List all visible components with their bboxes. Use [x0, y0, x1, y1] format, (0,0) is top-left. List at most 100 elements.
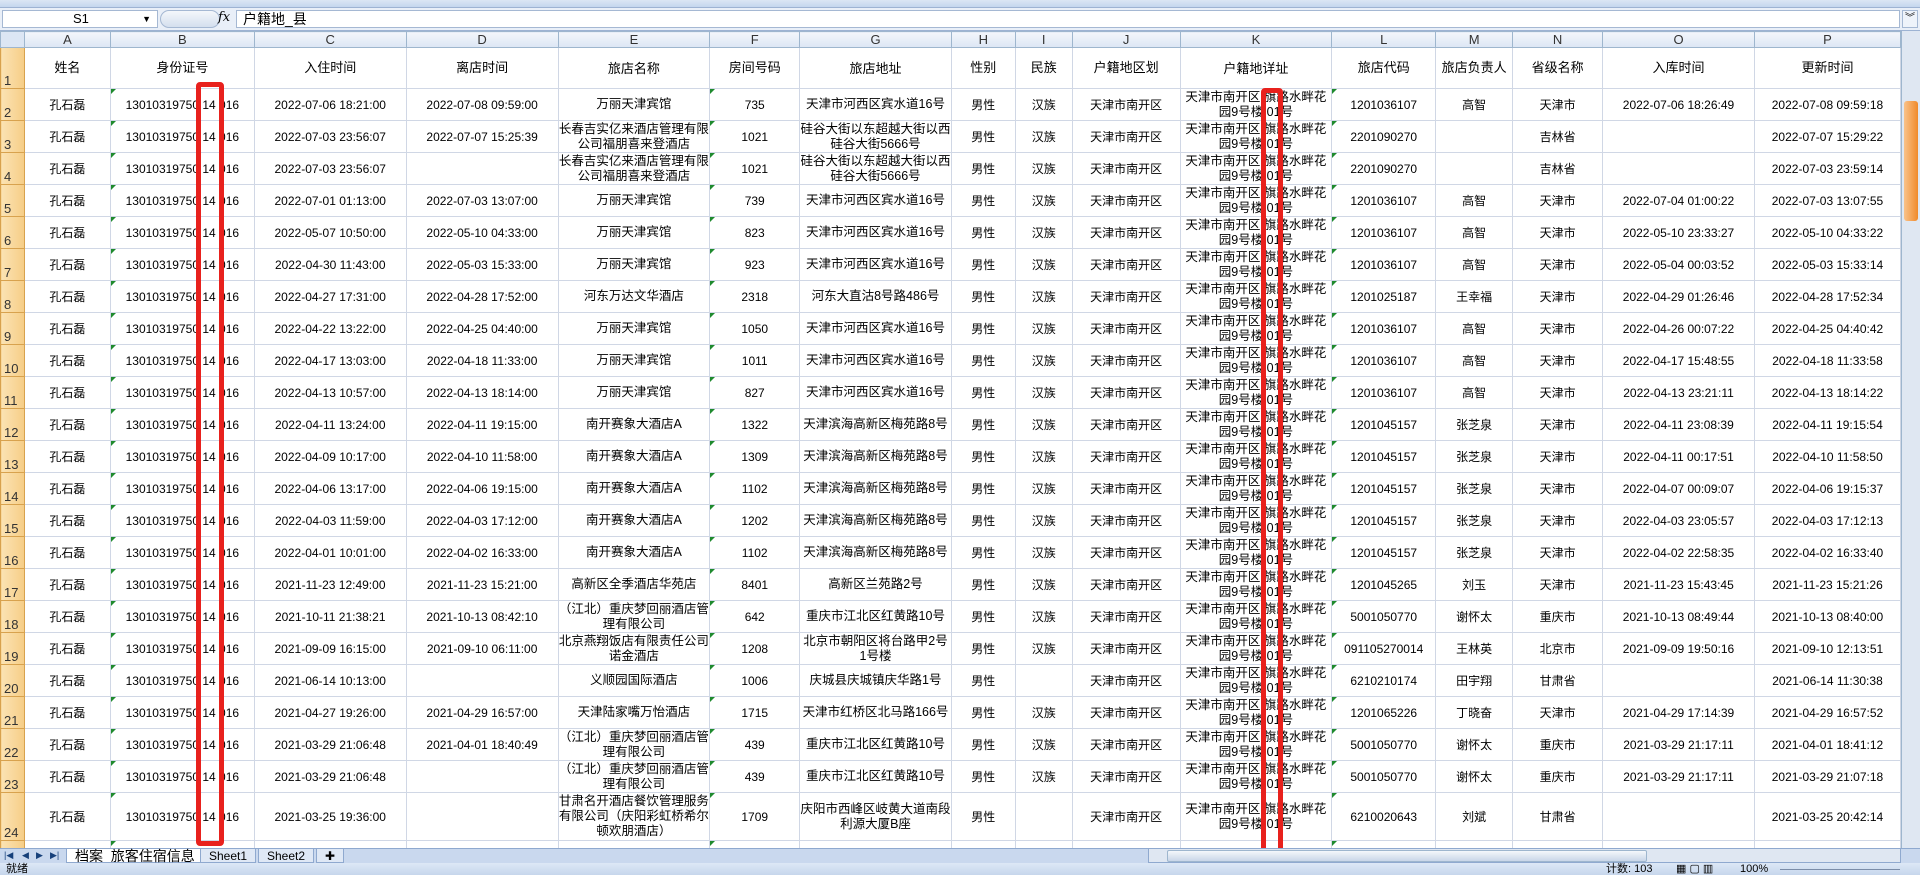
cell-import-time[interactable]: 2021-10-13 08:49:44 [1602, 600, 1755, 633]
column-header-D[interactable]: D [405, 31, 559, 48]
cell-checkin-time[interactable]: 2022-04-22 13:22:00 [253, 312, 407, 345]
cell-checkout-time[interactable]: 2022-04-03 17:12:00 [405, 504, 559, 537]
spreadsheet-grid[interactable]: A B C D E F G H I J K L M N O P 1 姓名 身份证号 入住时间 离店时间 旅店名称 房间号码旅… [0, 31, 1901, 848]
cell-household-address[interactable]: 天津市南开区 旗路水畔花园9号楼 01号 [1179, 344, 1333, 377]
cell-checkin-time[interactable]: 2022-04-06 13:17:00 [253, 472, 407, 505]
cell-hotel-address[interactable]: 天津滨海高新区梅苑路8号 [799, 472, 952, 505]
cell-household-district[interactable]: 天津市南开区 [1071, 88, 1181, 121]
cell-room-number[interactable]: 2318 [709, 280, 801, 313]
cell-checkout-time[interactable]: 2022-04-02 16:33:00 [405, 536, 559, 569]
cell-gender[interactable]: 男性 [950, 760, 1016, 793]
cell-hotel-address[interactable]: 天津市河西区宾水道16号 [799, 376, 952, 409]
cell-hotel-code[interactable] [1331, 840, 1437, 848]
cell-province[interactable]: 天津市 [1512, 248, 1604, 281]
cell-hotel-code[interactable]: 091105270014 [1331, 632, 1437, 665]
column-header-K[interactable]: K [1179, 31, 1333, 48]
cell-hotel-code[interactable]: 1201065226 [1331, 696, 1437, 729]
cell-checkin-time[interactable]: 2022-04-30 11:43:00 [253, 248, 407, 281]
cell-household-district[interactable]: 天津市南开区 [1071, 280, 1181, 313]
cell-id-number[interactable]: 13010319750 14 016 [109, 632, 255, 665]
cell-name[interactable]: 孔石磊 [23, 120, 111, 153]
cell-hotel-name[interactable]: 南开赛象大酒店A [557, 504, 711, 537]
cell-update-time[interactable]: 2022-04-11 19:15:54 [1753, 408, 1901, 441]
cell-checkout-time[interactable]: 2022-04-28 17:52:00 [405, 280, 559, 313]
cell-name[interactable]: 孔石磊 [23, 312, 111, 345]
cell-id-number[interactable]: 13010319750 14 016 [109, 728, 255, 761]
cell-id-number[interactable]: 13010319750 14 016 [109, 152, 255, 185]
cell-name[interactable]: 孔石磊 [23, 760, 111, 793]
cell-update-time[interactable]: 2022-04-18 11:33:58 [1753, 344, 1901, 377]
cell-ethnicity[interactable]: 汉族 [1014, 312, 1073, 345]
cell-name[interactable]: 孔石磊 [23, 504, 111, 537]
column-header-C[interactable]: C [253, 31, 407, 48]
cell-ethnicity[interactable]: 汉族 [1014, 760, 1073, 793]
cell-hotel-code[interactable]: 2201090270 [1331, 120, 1437, 153]
cell-household-district[interactable]: 天津市南开区 [1071, 408, 1181, 441]
cell-checkin-time[interactable]: 2021-10-11 21:38:21 [253, 600, 407, 633]
cell-name[interactable]: 孔石磊 [23, 152, 111, 185]
cell-gender[interactable]: 男性 [950, 344, 1016, 377]
first-sheet-icon[interactable]: |◀ [4, 850, 14, 860]
cell-update-time[interactable]: 2022-04-28 17:52:34 [1753, 280, 1901, 313]
cell-import-time[interactable]: 2022-04-13 23:21:11 [1602, 376, 1755, 409]
cell-gender[interactable]: 男性 [950, 184, 1016, 217]
cell-import-time[interactable]: 2022-04-07 00:09:07 [1602, 472, 1755, 505]
cell-province[interactable]: 天津市 [1512, 312, 1604, 345]
column-header-L[interactable]: L [1331, 31, 1437, 48]
cell-household-district[interactable]: 天津市南开区 [1071, 152, 1181, 185]
cell-id-number[interactable]: 13010319750 14 016 [109, 408, 255, 441]
cell-hotel-address[interactable]: 天津滨海高新区梅苑路8号 [799, 536, 952, 569]
cell-hotel-code[interactable]: 1201045157 [1331, 504, 1437, 537]
cell-checkin-time[interactable]: 2022-04-11 13:24:00 [253, 408, 407, 441]
cell-hotel-manager[interactable]: 张芝泉 [1435, 536, 1514, 569]
cell-hotel-manager[interactable] [1435, 120, 1514, 153]
cell-ethnicity[interactable]: 汉族 [1014, 472, 1073, 505]
column-header-O[interactable]: O [1602, 31, 1755, 48]
cell-id-number[interactable]: 13010319750 14 016 [109, 344, 255, 377]
cell-room-number[interactable]: 1202 [709, 504, 801, 537]
cell-checkout-time[interactable]: 2022-05-10 04:33:00 [405, 216, 559, 249]
cell-hotel-code[interactable]: 1201045157 [1331, 472, 1437, 505]
cell-checkout-time[interactable]: 2021-04-01 18:40:49 [405, 728, 559, 761]
cell-household-address[interactable]: 天津市南开区 旗路水畔花园9号楼 01号 [1179, 280, 1333, 313]
cell-id-number[interactable]: 13010319750 14 016 [109, 376, 255, 409]
prev-sheet-icon[interactable]: ◀ [22, 850, 29, 860]
cell-household-address[interactable]: 天津市南开区 旗路水畔花园9号楼 01号 [1179, 632, 1333, 665]
cell-checkin-time[interactable]: 2021-06-14 10:13:00 [253, 664, 407, 697]
cell-hotel-name[interactable]: 义顺园国际酒店 [557, 664, 711, 697]
cell-checkin-time[interactable]: 2022-04-01 10:01:00 [253, 536, 407, 569]
cell-update-time[interactable]: 2022-07-08 09:59:18 [1753, 88, 1901, 121]
cell-update-time[interactable]: 2022-05-10 04:33:22 [1753, 216, 1901, 249]
cell-hotel-name[interactable]: 南开赛象大酒店A [557, 408, 711, 441]
cell-checkin-time[interactable]: 2021-03-25 19:36:00 [253, 792, 407, 841]
cell-household-district[interactable]: 天津市南开区 [1071, 504, 1181, 537]
row-header[interactable]: 17 [0, 568, 25, 601]
cell-hotel-manager[interactable]: 丁晓奋 [1435, 696, 1514, 729]
cell-gender[interactable]: 男性 [950, 376, 1016, 409]
row-header[interactable]: 12 [0, 408, 25, 441]
cell-room-number[interactable]: 1102 [709, 536, 801, 569]
cell-hotel-manager[interactable]: 张芝泉 [1435, 472, 1514, 505]
cell-hotel-name[interactable]: 万丽天津宾馆 [557, 216, 711, 249]
cell-update-time[interactable] [1753, 840, 1901, 848]
zoom-level[interactable]: 100% [1740, 863, 1769, 875]
cell-update-time[interactable]: 2022-04-03 17:12:13 [1753, 504, 1901, 537]
cell-ethnicity[interactable]: 汉族 [1014, 280, 1073, 313]
cell-ethnicity[interactable]: 汉族 [1014, 88, 1073, 121]
cell-checkin-time[interactable]: 2022-04-27 17:31:00 [253, 280, 407, 313]
cell-name[interactable]: 孔石磊 [23, 568, 111, 601]
cell-name[interactable] [23, 840, 111, 848]
cell-province[interactable]: 北京市 [1512, 632, 1604, 665]
cell-household-district[interactable]: 天津市南开区 [1071, 760, 1181, 793]
cell-household-address[interactable]: 天津市南开区 旗路水畔花园9号楼 01号 [1179, 440, 1333, 473]
cell-household-district[interactable]: 天津市南开区 [1071, 728, 1181, 761]
cell-ethnicity[interactable]: 汉族 [1014, 248, 1073, 281]
cell-update-time[interactable]: 2021-03-29 21:07:18 [1753, 760, 1901, 793]
row-header[interactable]: 6 [0, 216, 25, 249]
cell-hotel-manager[interactable]: 谢怀太 [1435, 600, 1514, 633]
cell-checkin-time[interactable]: 2022-04-03 11:59:00 [253, 504, 407, 537]
row-header[interactable]: 1 [0, 47, 25, 89]
cell-hotel-address[interactable] [799, 840, 952, 848]
cell-household-district[interactable]: 天津市南开区 [1071, 344, 1181, 377]
cell-hotel-address[interactable]: 天津市红桥区北马路166号 [799, 696, 952, 729]
